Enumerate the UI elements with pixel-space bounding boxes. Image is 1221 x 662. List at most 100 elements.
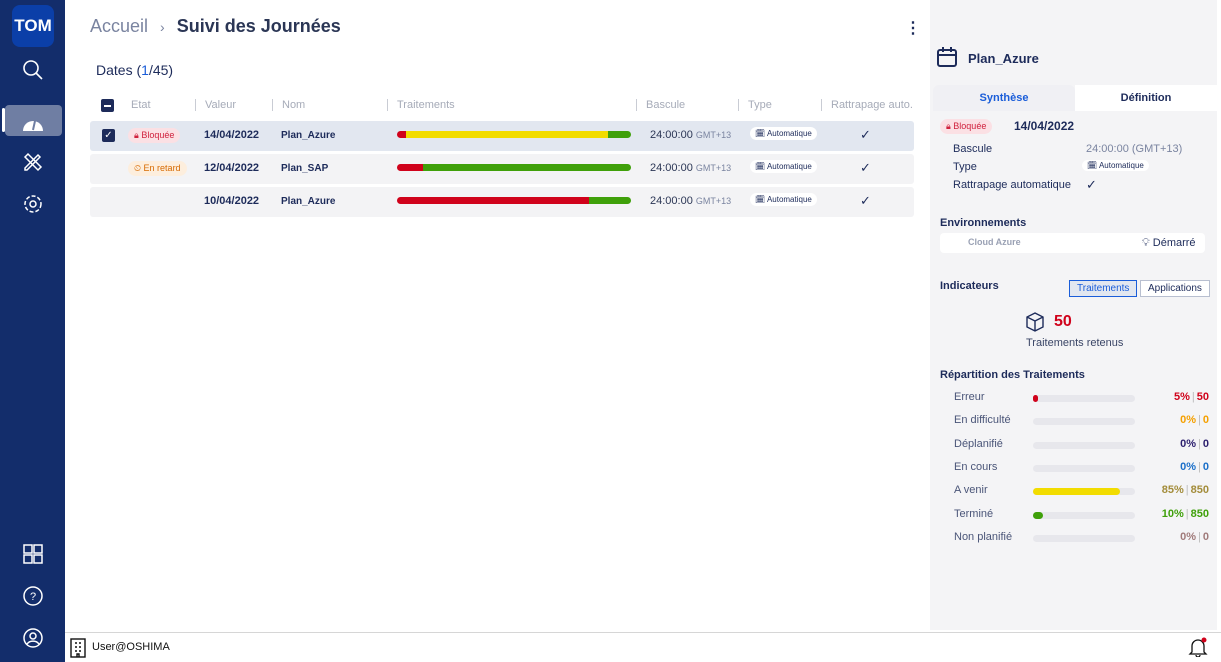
repartition-title: Répartition des Traitements [940,369,1085,381]
detail-panel: Plan_Azure Synthèse Définition 🔒︎ Bloqué… [930,0,1217,630]
header-rattrapage[interactable]: Rattrapage auto. [821,99,913,111]
rep-track [1033,464,1135,472]
panel-title: Plan_Azure [968,51,1039,66]
search-icon[interactable] [0,52,65,88]
rep-label: En difficulté [954,414,1011,427]
status-badge: 🔒︎ Bloquée [128,128,181,143]
header-nom[interactable]: Nom [272,99,305,111]
rep-values: 0% | 0 [1180,437,1209,450]
repartition-row: Déplanifié 0% | 0 [954,438,1209,452]
rep-label: Déplanifié [954,437,1003,450]
type-label: Type [953,161,977,173]
chevron-right-icon: › [160,19,165,35]
apps-grid-icon[interactable] [0,536,65,572]
seg-traitements[interactable]: Traitements [1069,280,1138,297]
repartition-row: A venir 85% | 850 [954,484,1209,498]
dashboard-icon[interactable] [0,105,65,141]
rep-track [1033,441,1135,449]
bar-erreur [397,197,589,204]
check-icon: ✓ [860,127,871,142]
lock-icon: 🔒︎ [134,130,139,140]
bar-erreur [397,131,407,138]
table-row[interactable]: 10/04/2022 Plan_Azure 24:00:00 GMT+13 🗓︎ Au… [90,187,914,217]
row-valeur: 12/04/2022 [204,162,260,174]
row-nom: Plan_Azure [281,196,336,207]
rep-values: 85% | 850 [1161,484,1209,497]
logo[interactable]: TOM [12,5,54,47]
table-row[interactable]: ✓ 🔒︎ Bloquée 14/04/2022 Plan_Azure 24:00:00 … [90,121,914,151]
rep-track [1033,511,1135,519]
traitements-bar [397,197,631,204]
design-tools-icon[interactable] [0,144,65,180]
building-icon[interactable] [69,638,87,658]
bascule-value: 24:00:00 (GMT+13) [1086,143,1183,155]
status-badge: 🔒︎ Bloquée [940,119,993,134]
repartition-row: Non planifié 0% | 0 [954,531,1209,545]
rep-values: 0% | 0 [1180,460,1209,473]
svg-text:?: ? [29,591,35,603]
header-etat[interactable]: Etat [131,99,151,111]
row-nom: Plan_Azure [281,130,336,141]
header-type[interactable]: Type [738,99,772,111]
row-valeur: 10/04/2022 [204,195,260,207]
rep-label: Erreur [954,391,985,403]
rep-fill [1033,488,1120,496]
check-icon: ✓ [1086,177,1097,192]
rep-values: 0% | 0 [1180,414,1209,427]
row-bascule: 24:00:00 GMT+13 [650,195,732,207]
panel-date: 14/04/2022 [1014,119,1075,133]
row-nom: Plan_SAP [281,163,329,174]
env-status: 💡︎ Démarré [1142,237,1196,249]
row-type: 🗓︎ Automatique [750,160,817,173]
notification-bell-icon[interactable] [1188,637,1208,657]
rep-label: Non planifié [954,530,1013,543]
settings-icon[interactable] [0,186,65,222]
header-valeur[interactable]: Valeur [195,99,236,111]
rep-track [1033,488,1135,496]
env-name: Cloud Azure [968,237,1021,247]
bar-termine [588,197,631,204]
repartition-row: Terminé 10% | 850 [954,508,1209,522]
row-bascule: 24:00:00 GMT+13 [650,162,732,174]
table-row[interactable]: ⏲︎ En retard 12/04/2022 Plan_SAP 24:00:00 G… [90,154,914,184]
select-all-checkbox[interactable] [101,99,114,112]
row-bascule: 24:00:00 GMT+13 [650,129,732,141]
rep-values: 5% | 50 [1173,391,1209,403]
page-title: Suivi des Journées [176,16,341,36]
rep-values: 0% | 0 [1180,530,1209,543]
user-profile-icon[interactable] [0,620,65,656]
indicator-value: 50 [1054,313,1072,330]
indicateurs-title: Indicateurs [940,280,999,292]
header-bascule[interactable]: Bascule [636,99,685,111]
check-icon: ✓ [860,160,871,175]
breadcrumb-home[interactable]: Accueil [90,16,149,36]
calendar-icon: 🗓︎ [755,129,766,138]
environment-row[interactable]: Cloud Azure 💡︎ Démarré [940,233,1205,253]
help-icon[interactable]: ? [0,578,65,614]
repartition-row: En difficulté 0% | 0 [954,414,1209,428]
row-valeur: 14/04/2022 [204,129,260,141]
rattrapage-label: Rattrapage automatique [953,179,1072,191]
traitements-bar [397,131,631,138]
tab-definition[interactable]: Définition [1075,85,1217,111]
row-checkbox[interactable]: ✓ [102,129,115,142]
check-icon: ✓ [860,193,871,208]
more-options-icon[interactable]: ⋮ [905,20,921,37]
repartition-row: Erreur 5% | 50 [954,391,1209,405]
rep-values: 10% | 850 [1161,507,1209,520]
rep-fill [1033,395,1039,402]
calendar-icon: 🗓︎ [755,162,766,171]
traitements-bar [397,164,631,171]
tab-synthese[interactable]: Synthèse [933,85,1075,111]
rep-fill [1033,511,1044,519]
bar-erreur [397,164,423,171]
bar-termine [607,131,631,138]
seg-applications[interactable]: Applications [1140,280,1210,297]
rep-label: Terminé [954,507,994,520]
dates-count: Dates (1/45) [96,62,174,78]
rep-track [1033,534,1135,542]
status-bar: User@OSHIMA [65,632,1221,662]
user-label[interactable]: User@OSHIMA [92,641,170,653]
header-traitements[interactable]: Traitements [387,99,455,111]
row-type: 🗓︎ Automatique [750,127,817,140]
